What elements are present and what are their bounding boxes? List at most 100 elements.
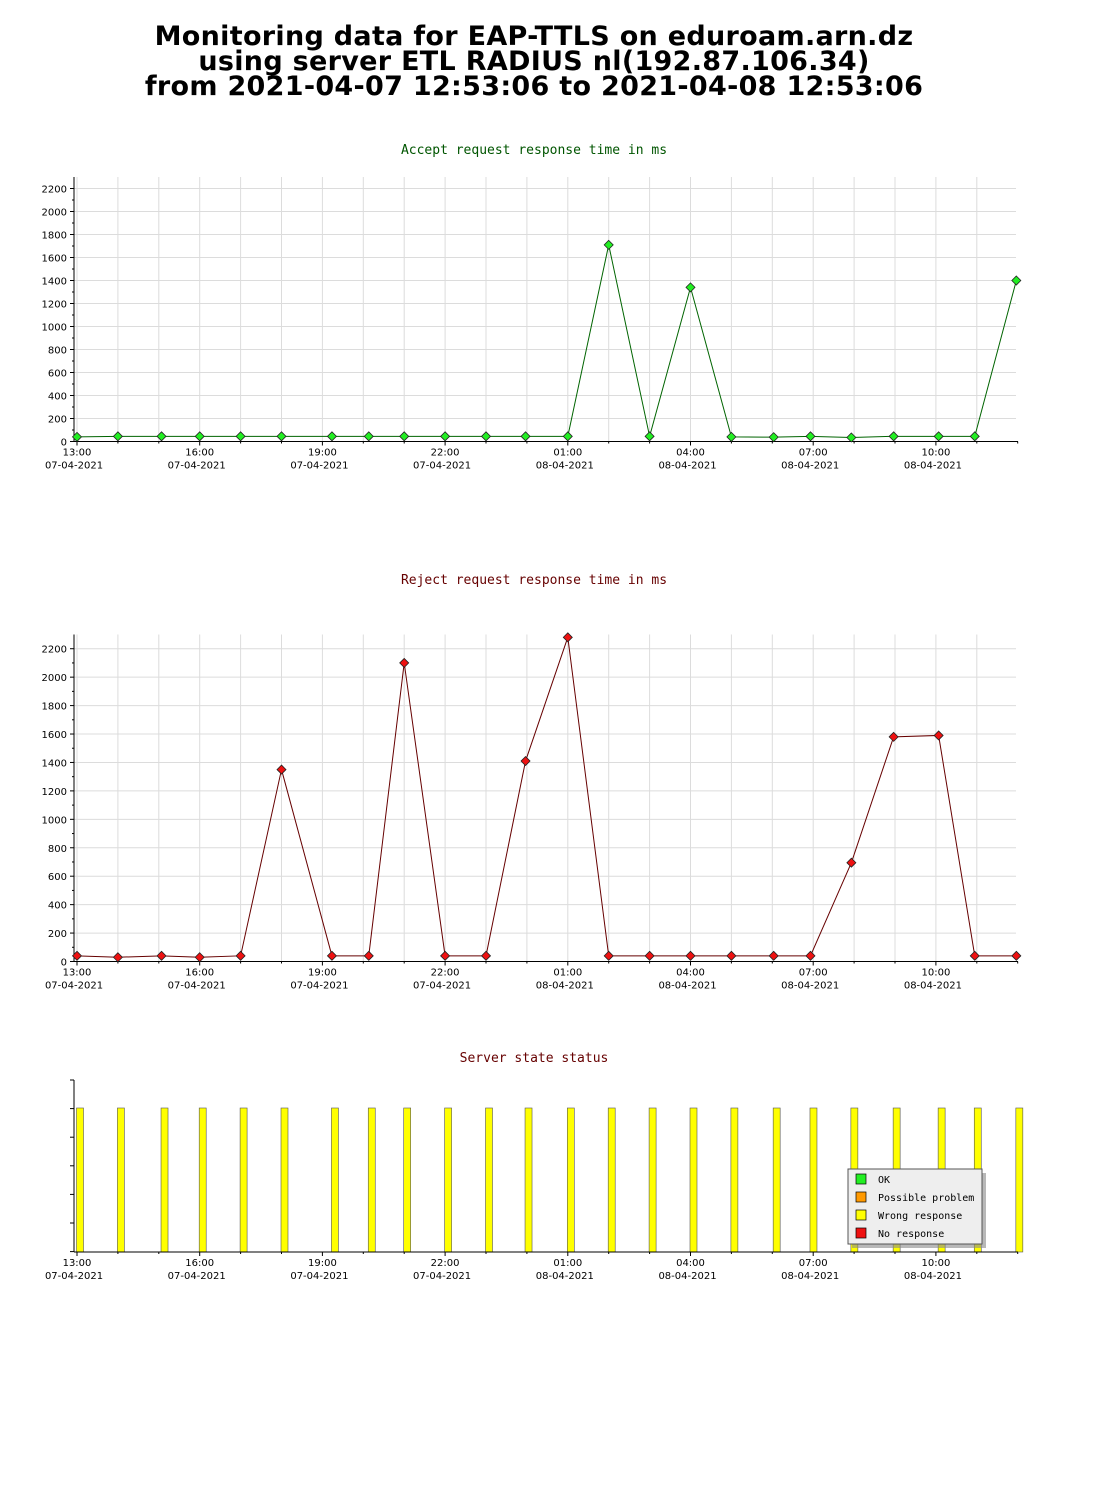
y-tick-label: 600 (48, 872, 67, 883)
y-tick-label: 2200 (42, 645, 67, 656)
y-tick-label: 400 (48, 392, 67, 403)
x-tick-time: 07:00 (799, 968, 828, 979)
server-status-chart: Server state status 13:00 07-04-2021 16:00 0… (45, 1051, 1024, 1282)
x-tick-time: 04:00 (676, 968, 705, 979)
data-point (933, 730, 944, 741)
legend-swatch (855, 1227, 867, 1239)
data-point (71, 950, 83, 961)
data-point (888, 431, 899, 442)
y-tick-label: 400 (48, 901, 67, 912)
data-point (480, 950, 492, 961)
status-bar (198, 1107, 207, 1253)
chart-legend: OK Possible problem Wrong response No respo… (847, 1168, 986, 1248)
x-tick-date: 07-04-2021 (413, 1271, 471, 1282)
reject-response-chart: Reject request response time in ms 0 200 40… (42, 573, 1022, 992)
x-tick-date: 08-04-2021 (536, 1271, 594, 1282)
status-bar (76, 1107, 84, 1253)
x-tick-date: 08-04-2021 (536, 981, 594, 992)
x-tick-date: 08-04-2021 (536, 461, 594, 472)
data-point (363, 950, 374, 961)
status-bar (160, 1107, 169, 1253)
data-point (520, 431, 531, 442)
y-tick-label: 200 (48, 929, 67, 940)
status-bar (367, 1107, 376, 1253)
series-line (76, 244, 1017, 438)
data-point (156, 950, 167, 961)
chart-title: Accept request response time in ms (401, 143, 667, 158)
x-tick-time: 07:00 (799, 1258, 828, 1269)
data-point (440, 950, 451, 961)
x-tick-time: 01:00 (553, 448, 582, 459)
data-point (235, 431, 246, 442)
status-bar (730, 1107, 739, 1253)
x-tick-date: 08-04-2021 (781, 981, 839, 992)
status-bar (485, 1107, 493, 1253)
x-tick-time: 01:00 (553, 968, 582, 979)
data-point (194, 952, 205, 963)
data-point (276, 764, 287, 775)
status-bar (239, 1107, 248, 1253)
x-tick-time: 22:00 (431, 968, 460, 979)
x-tick-date: 08-04-2021 (904, 461, 962, 472)
y-tick-label: 2000 (42, 208, 67, 219)
accept-response-chart: Accept request response time in ms 0 200 40… (42, 143, 1022, 472)
y-tick-label: 1800 (42, 231, 67, 242)
data-point (768, 432, 779, 443)
x-tick-date: 07-04-2021 (45, 981, 103, 992)
data-point (969, 950, 980, 961)
y-tick-label: 1200 (42, 300, 67, 311)
page-title-line-1: Monitoring data for EAP-TTLS on eduroam.… (154, 21, 914, 52)
legend-box (847, 1168, 983, 1245)
data-point (276, 431, 287, 442)
page-title-line-2: using server ETL RADIUS nl(192.87.106.34… (198, 46, 870, 77)
y-tick-label: 1600 (42, 254, 67, 265)
x-tick-date: 07-04-2021 (413, 461, 471, 472)
x-tick-time: 04:00 (676, 448, 705, 459)
data-point (805, 431, 816, 442)
data-point (726, 431, 737, 442)
x-tick-date: 08-04-2021 (781, 1271, 839, 1282)
data-point (1011, 275, 1022, 286)
status-bar (809, 1107, 818, 1253)
x-tick-time: 13:00 (63, 968, 92, 979)
x-tick-date: 07-04-2021 (290, 461, 348, 472)
x-tick-time: 19:00 (308, 448, 337, 459)
status-bar (331, 1107, 339, 1253)
x-tick-date: 08-04-2021 (904, 981, 962, 992)
status-bar (1015, 1107, 1024, 1253)
data-point (399, 431, 410, 442)
y-tick-label: 1600 (42, 730, 67, 741)
page-title: Monitoring data for EAP-TTLS on eduroam.… (0, 21, 1068, 100)
x-tick-time: 10:00 (921, 968, 950, 979)
y-tick-label: 0 (61, 438, 67, 449)
data-point (562, 431, 573, 442)
legend-swatch (855, 1191, 867, 1203)
y-tick-label: 1200 (42, 787, 67, 798)
data-point (644, 431, 655, 442)
x-tick-date: 07-04-2021 (45, 1271, 103, 1282)
data-point (326, 950, 338, 961)
data-point (933, 431, 944, 442)
x-tick-time: 16:00 (185, 968, 214, 979)
status-bar (444, 1107, 452, 1253)
data-point (194, 431, 205, 442)
x-tick-date: 08-04-2021 (658, 981, 716, 992)
data-point (969, 431, 980, 442)
x-tick-date: 08-04-2021 (658, 461, 716, 472)
data-point (562, 632, 573, 643)
data-point (685, 282, 696, 293)
x-tick-date: 08-04-2021 (781, 461, 839, 472)
legend-label: OK (878, 1175, 890, 1186)
y-tick-label: 600 (48, 369, 67, 380)
status-bar (689, 1107, 698, 1253)
x-tick-time: 10:00 (921, 1258, 950, 1269)
x-tick-time: 10:00 (921, 448, 950, 459)
x-tick-time: 07:00 (799, 448, 828, 459)
x-tick-date: 07-04-2021 (168, 461, 226, 472)
x-tick-time: 22:00 (431, 448, 460, 459)
x-tick-time: 19:00 (308, 968, 337, 979)
chart-title: Server state status (460, 1051, 609, 1066)
y-tick-label: 0 (61, 958, 67, 969)
status-bar (403, 1107, 412, 1253)
y-tick-label: 1400 (42, 277, 67, 288)
